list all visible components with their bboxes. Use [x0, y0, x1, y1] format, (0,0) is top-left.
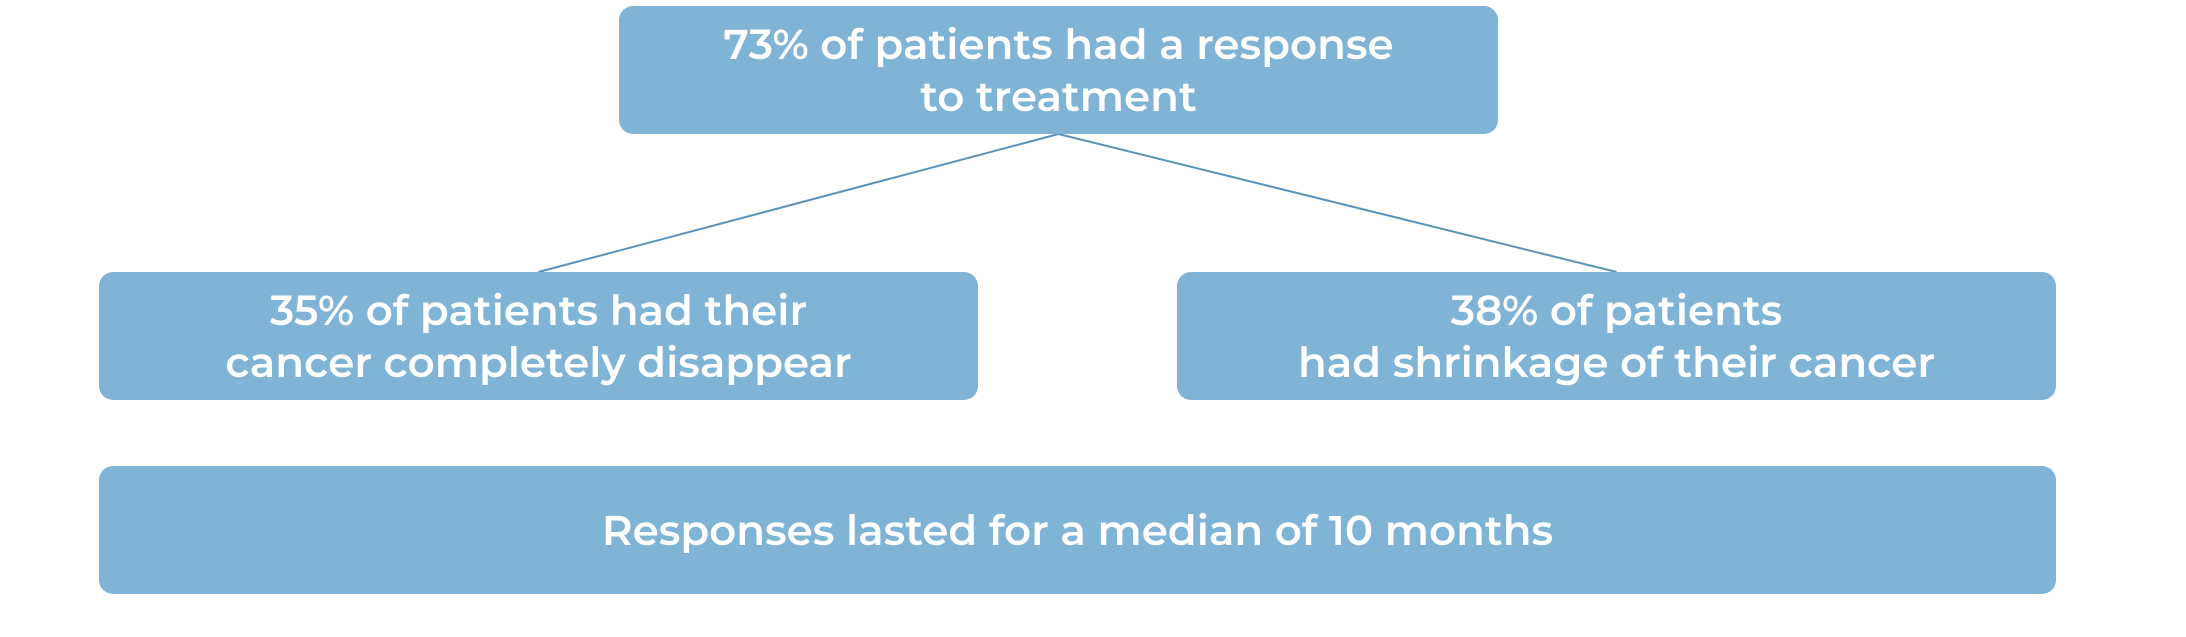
edge — [1059, 134, 1617, 272]
node-left: 35% of patients had their cancer complet… — [99, 272, 978, 400]
node-top: 73% of patients had a response to treatm… — [619, 6, 1498, 134]
node-right: 38% of patients had shrinkage of their c… — [1177, 272, 2056, 400]
edge — [539, 134, 1059, 272]
node-bottom: Responses lasted for a median of 10 mont… — [99, 466, 2056, 594]
